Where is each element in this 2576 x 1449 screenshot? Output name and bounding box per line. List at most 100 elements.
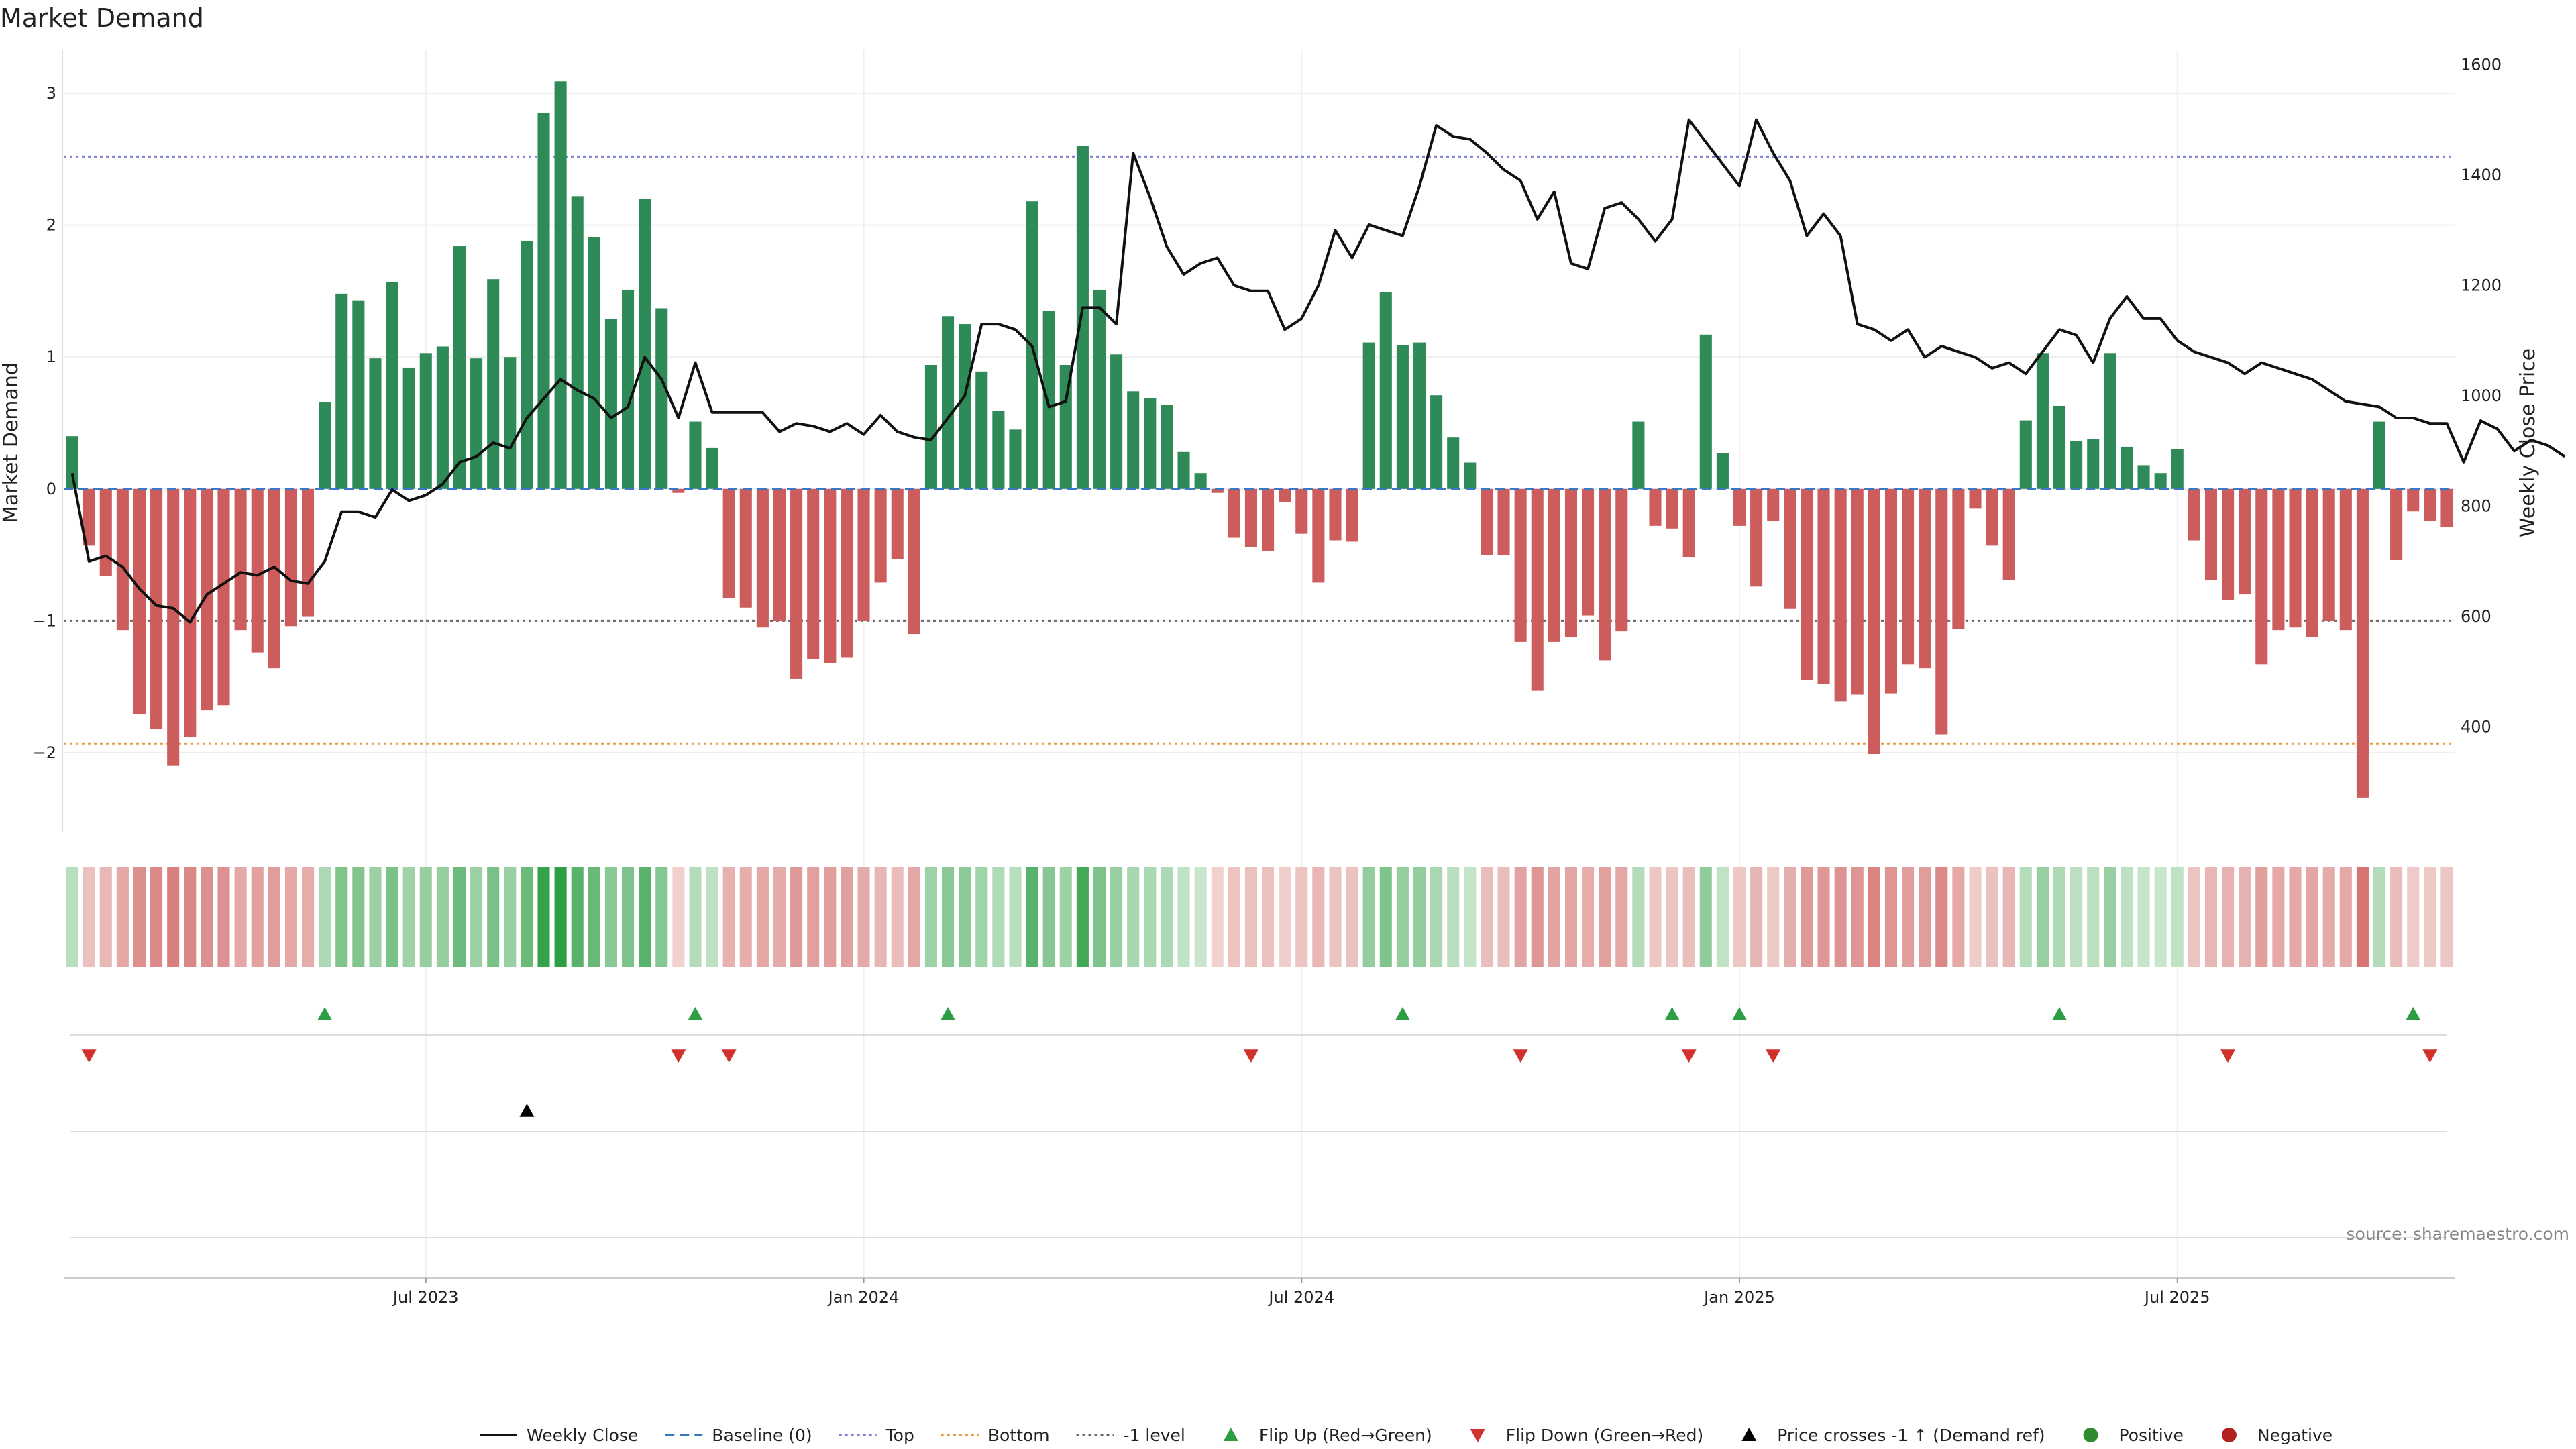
- demand-bar: [1279, 488, 1291, 502]
- heat-cell: [470, 867, 483, 967]
- heat-cell: [1161, 867, 1173, 967]
- flip-up-marker: [2052, 1007, 2068, 1020]
- right-tick-label: 1600: [2461, 55, 2502, 74]
- demand-bar: [1379, 292, 1392, 489]
- heat-cell: [2053, 867, 2066, 967]
- heat-cell: [521, 867, 533, 967]
- flip-down-marker: [2422, 1049, 2438, 1063]
- heat-cell: [1902, 867, 1915, 967]
- demand-bar: [1413, 342, 1426, 489]
- demand-bar: [116, 488, 129, 631]
- demand-bar: [739, 488, 752, 608]
- heat-cell: [824, 867, 837, 967]
- heat-cell: [1750, 867, 1763, 967]
- heat-cell: [284, 867, 297, 967]
- demand-bar: [1362, 342, 1375, 489]
- chart-title: Market Demand: [0, 3, 204, 33]
- demand-bar: [2154, 473, 2167, 489]
- demand-bar: [1059, 365, 1072, 489]
- heat-cell: [386, 867, 398, 967]
- heat-cell: [369, 867, 382, 967]
- demand-bar: [1312, 488, 1325, 583]
- demand-bar: [891, 488, 904, 559]
- demand-bar: [2373, 421, 2386, 489]
- heat-cell: [2154, 867, 2167, 967]
- legend-swatch: [2221, 1428, 2237, 1442]
- demand-bar: [604, 319, 617, 489]
- heat-cell: [959, 867, 971, 967]
- heat-cell: [1042, 867, 1055, 967]
- legend-item: Baseline (0): [665, 1426, 812, 1445]
- heat-cell: [891, 867, 904, 967]
- heat-cell: [1279, 867, 1291, 967]
- demand-bar: [2255, 488, 2268, 665]
- right-tick-label: 600: [2461, 607, 2491, 626]
- heat-cell: [319, 867, 331, 967]
- demand-bar: [2121, 446, 2133, 489]
- legend-item: Top: [839, 1426, 914, 1445]
- demand-bar: [824, 488, 837, 663]
- demand-bar: [184, 488, 197, 737]
- heat-cell: [1379, 867, 1392, 967]
- heat-cell: [756, 867, 769, 967]
- demand-bar: [470, 358, 483, 489]
- heat-cell: [99, 867, 112, 967]
- right-axis-ticks: 400 600 800 1000 1200 1400 1600: [2461, 55, 2502, 736]
- legend-swatch: [2083, 1428, 2098, 1442]
- demand-bar: [1750, 488, 1763, 587]
- heat-cell: [874, 867, 887, 967]
- legend-item: Positive: [2083, 1426, 2184, 1445]
- x-tick-label: Jan 2025: [1703, 1288, 1775, 1307]
- x-tick-label: Jul 2025: [2143, 1288, 2210, 1307]
- demand-bar: [655, 308, 668, 489]
- heat-cell: [1059, 867, 1072, 967]
- legend-item: Flip Down (Green→Red): [1470, 1426, 1703, 1445]
- demand-bar: [150, 488, 163, 729]
- demand-bar: [1262, 488, 1275, 551]
- demand-bar: [639, 199, 651, 489]
- demand-bar: [1666, 488, 1678, 529]
- demand-bar: [1161, 404, 1173, 489]
- demand-bar: [487, 279, 500, 489]
- legend-label: Price crosses -1 ↑ (Demand ref): [1777, 1426, 2045, 1445]
- heat-cell: [335, 867, 348, 967]
- heat-cell: [1481, 867, 1493, 967]
- legend-label: Bottom: [988, 1426, 1050, 1445]
- demand-bar: [1884, 488, 1897, 694]
- heat-cell: [1093, 867, 1106, 967]
- heat-cell: [217, 867, 230, 967]
- demand-bar: [386, 282, 398, 489]
- heat-cell: [2322, 867, 2335, 967]
- demand-bar: [942, 316, 955, 489]
- heat-cell: [1295, 867, 1308, 967]
- demand-bar: [251, 488, 264, 653]
- demand-bar: [402, 367, 415, 489]
- heat-cell: [1211, 867, 1224, 967]
- demand-bar: [2070, 441, 2083, 489]
- demand-bar: [2204, 488, 2218, 580]
- demand-bar: [2053, 405, 2066, 489]
- heat-cell: [537, 867, 550, 967]
- heat-cell: [2137, 867, 2150, 967]
- right-axis-label: Weekly Close Price: [2516, 348, 2540, 537]
- demand-bar: [453, 246, 466, 489]
- demand-bar: [2356, 488, 2369, 798]
- heat-cell: [571, 867, 584, 967]
- flip-up-marker: [1395, 1007, 1410, 1020]
- demand-bar: [1042, 311, 1055, 489]
- demand-bar: [841, 488, 853, 658]
- demand-bar: [1834, 488, 1847, 702]
- demand-bar: [571, 196, 584, 489]
- x-tick-label: Jan 2024: [827, 1288, 900, 1307]
- demand-bar: [1952, 488, 1965, 629]
- heat-cell: [251, 867, 264, 967]
- flip-up-marker: [941, 1007, 956, 1020]
- demand-bar: [1228, 488, 1240, 538]
- heat-cell: [554, 867, 567, 967]
- heat-cell: [1564, 867, 1577, 967]
- heat-cell: [1464, 867, 1477, 967]
- flip-up-marker: [317, 1007, 333, 1020]
- heat-cell: [2424, 867, 2436, 967]
- heat-cell: [1784, 867, 1796, 967]
- heat-cell: [1548, 867, 1560, 967]
